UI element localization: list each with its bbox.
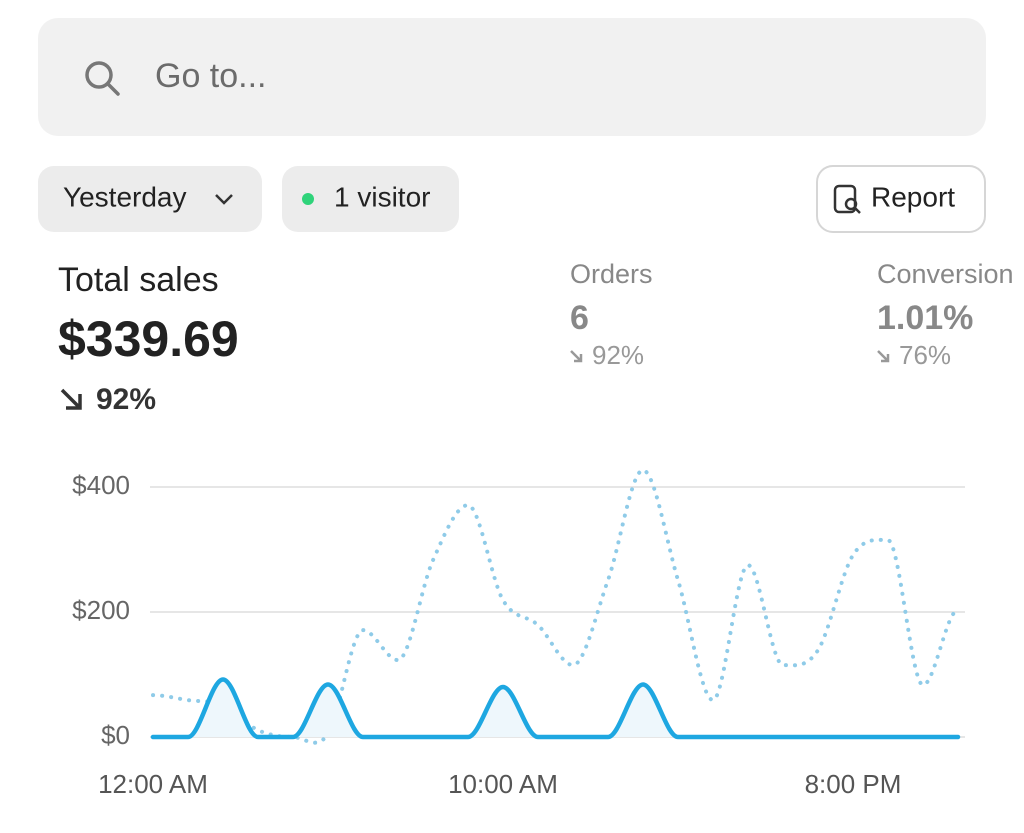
chevron — [215, 194, 233, 205]
metric-label: Orders — [570, 259, 653, 289]
search-placeholder: Go to... — [155, 57, 267, 95]
down-arrow — [570, 350, 583, 363]
report-icon — [833, 184, 861, 214]
date-label: Yesterday — [63, 181, 187, 212]
x-tick-label: 10:00 AM — [448, 769, 558, 799]
x-tick-label: 12:00 AM — [98, 769, 208, 799]
report-button[interactable] — [816, 165, 986, 233]
metric-change: 92% — [96, 383, 156, 416]
series-area — [153, 679, 958, 737]
x-tick-label: 8:00 PM — [805, 769, 902, 799]
report-label: Report — [871, 181, 955, 212]
metric-value: $339.69 — [58, 311, 239, 367]
metric-label: Total sales — [58, 261, 219, 299]
down-arrow — [60, 388, 82, 410]
y-tick-label: $400 — [72, 470, 130, 500]
y-tick-label: $200 — [72, 595, 130, 625]
series-line — [150, 677, 961, 740]
search-box[interactable] — [38, 18, 986, 136]
series-line — [151, 468, 960, 745]
visitor-label: 1 visitor — [334, 181, 430, 212]
search-icon — [85, 61, 120, 96]
metric-change: 92% — [592, 340, 644, 370]
y-tick-label: $0 — [101, 720, 130, 750]
date-button[interactable] — [38, 166, 262, 232]
metric-value: 6 — [570, 299, 589, 337]
down-arrow — [877, 350, 890, 363]
visitor-button[interactable] — [282, 166, 459, 232]
metric-value: 1.01% — [877, 299, 973, 337]
live-dot — [302, 193, 314, 205]
metric-label: Conversion — [877, 259, 1014, 289]
metric-change: 76% — [899, 340, 951, 370]
chart: $0 $200 $400 12:00 AM 10:00 AM 8:00 PM — [72, 468, 965, 799]
